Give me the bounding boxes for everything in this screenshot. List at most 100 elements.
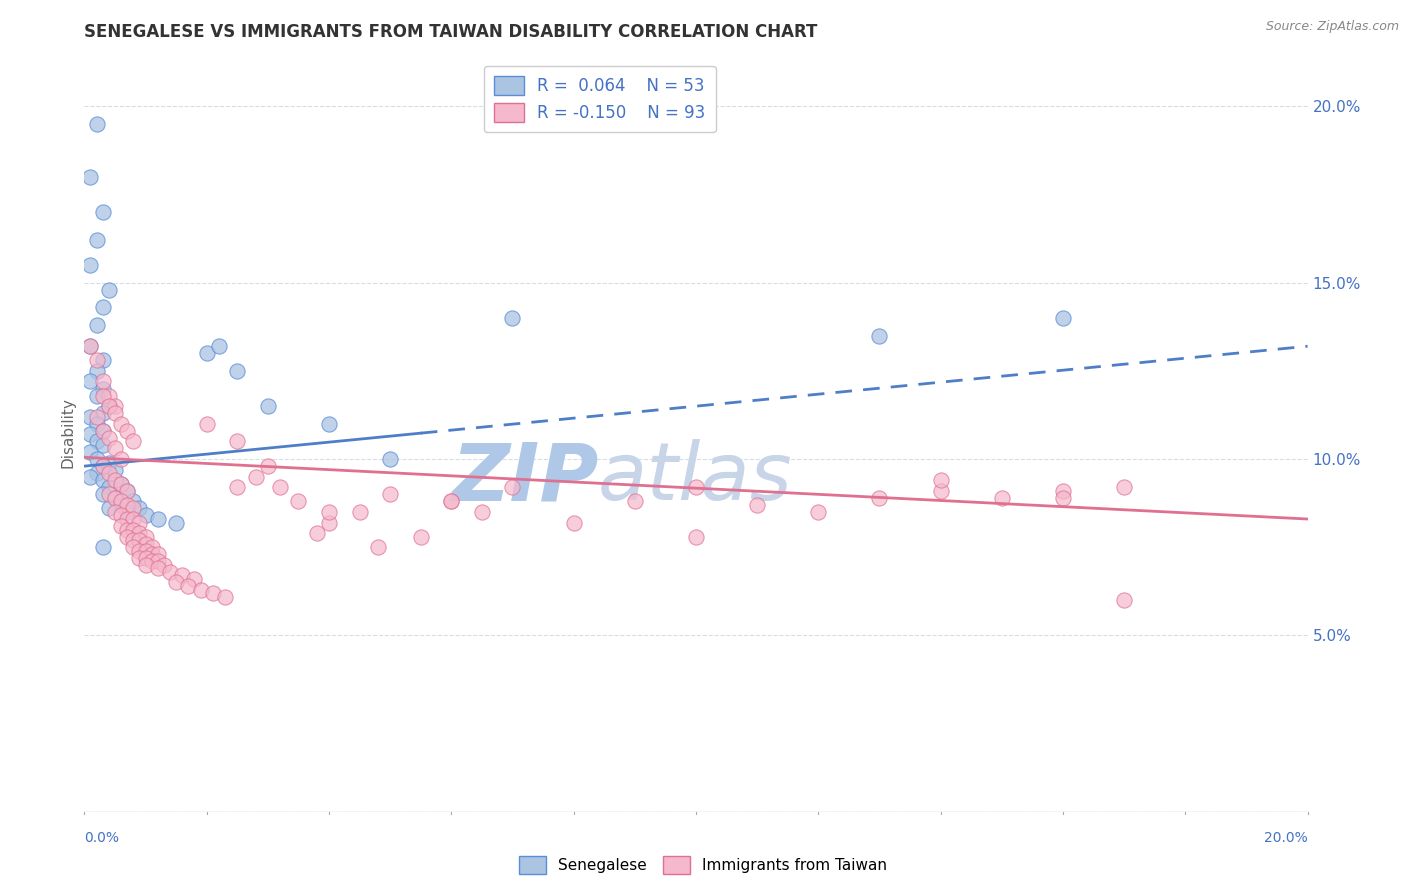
- Point: [79, 409, 101, 424]
- Point: [929, 483, 952, 498]
- Legend: R =  0.064    N = 53, R = -0.150    N = 93: R = 0.064 N = 53, R = -0.150 N = 93: [484, 66, 716, 133]
- Point: [305, 526, 328, 541]
- Point: [1052, 491, 1074, 505]
- Point: [91, 459, 114, 474]
- Point: [128, 543, 150, 558]
- Point: [110, 476, 132, 491]
- Point: [146, 512, 169, 526]
- Point: [86, 417, 108, 431]
- Point: [79, 445, 101, 459]
- Point: [380, 487, 402, 501]
- Point: [91, 205, 114, 219]
- Point: [86, 234, 108, 248]
- Point: [409, 530, 432, 544]
- Point: [122, 523, 145, 537]
- Point: [97, 466, 120, 480]
- Point: [110, 508, 132, 523]
- Point: [624, 494, 647, 508]
- Point: [226, 480, 249, 494]
- Point: [110, 519, 132, 533]
- Point: [165, 516, 187, 530]
- Point: [86, 409, 108, 424]
- Point: [79, 339, 101, 353]
- Point: [97, 399, 120, 413]
- Point: [91, 459, 114, 474]
- Point: [349, 505, 371, 519]
- Point: [115, 424, 138, 438]
- Point: [747, 498, 769, 512]
- Point: [440, 494, 463, 508]
- Point: [440, 494, 463, 508]
- Point: [190, 582, 212, 597]
- Point: [110, 498, 132, 512]
- Point: [135, 550, 157, 565]
- Point: [97, 431, 120, 445]
- Point: [122, 533, 145, 548]
- Point: [79, 339, 101, 353]
- Point: [226, 434, 249, 449]
- Point: [91, 375, 114, 389]
- Point: [991, 491, 1014, 505]
- Point: [115, 483, 138, 498]
- Point: [115, 505, 138, 519]
- Point: [91, 473, 114, 487]
- Point: [122, 512, 145, 526]
- Point: [86, 434, 108, 449]
- Point: [115, 523, 138, 537]
- Point: [929, 473, 952, 487]
- Point: [685, 480, 707, 494]
- Point: [685, 530, 707, 544]
- Point: [135, 543, 157, 558]
- Point: [91, 301, 114, 315]
- Point: [91, 353, 114, 368]
- Point: [318, 417, 340, 431]
- Point: [177, 579, 200, 593]
- Point: [91, 540, 114, 554]
- Point: [104, 505, 127, 519]
- Point: [110, 494, 132, 508]
- Point: [97, 487, 120, 501]
- Point: [86, 318, 108, 332]
- Point: [135, 537, 157, 551]
- Point: [104, 442, 127, 456]
- Point: [97, 480, 120, 494]
- Point: [115, 530, 138, 544]
- Point: [287, 494, 309, 508]
- Point: [183, 572, 205, 586]
- Point: [86, 117, 108, 131]
- Point: [79, 258, 101, 272]
- Point: [257, 459, 280, 474]
- Point: [104, 491, 127, 505]
- Point: [110, 476, 132, 491]
- Point: [91, 424, 114, 438]
- Point: [110, 452, 132, 467]
- Point: [245, 469, 267, 483]
- Point: [97, 388, 120, 402]
- Text: 20.0%: 20.0%: [1264, 831, 1308, 845]
- Point: [115, 483, 138, 498]
- Point: [79, 427, 101, 442]
- Point: [1052, 311, 1074, 326]
- Point: [159, 565, 181, 579]
- Point: [122, 434, 145, 449]
- Point: [226, 364, 249, 378]
- Point: [146, 547, 169, 561]
- Point: [141, 554, 163, 568]
- Text: Source: ZipAtlas.com: Source: ZipAtlas.com: [1265, 20, 1399, 33]
- Point: [807, 505, 830, 519]
- Text: 0.0%: 0.0%: [84, 831, 120, 845]
- Point: [208, 339, 231, 353]
- Point: [91, 438, 114, 452]
- Point: [128, 526, 150, 541]
- Point: [380, 452, 402, 467]
- Y-axis label: Disability: Disability: [60, 397, 76, 468]
- Point: [91, 487, 114, 501]
- Text: atlas: atlas: [598, 439, 793, 517]
- Point: [146, 554, 169, 568]
- Point: [318, 516, 340, 530]
- Point: [257, 399, 280, 413]
- Point: [141, 547, 163, 561]
- Point: [79, 375, 101, 389]
- Point: [122, 540, 145, 554]
- Point: [1052, 483, 1074, 498]
